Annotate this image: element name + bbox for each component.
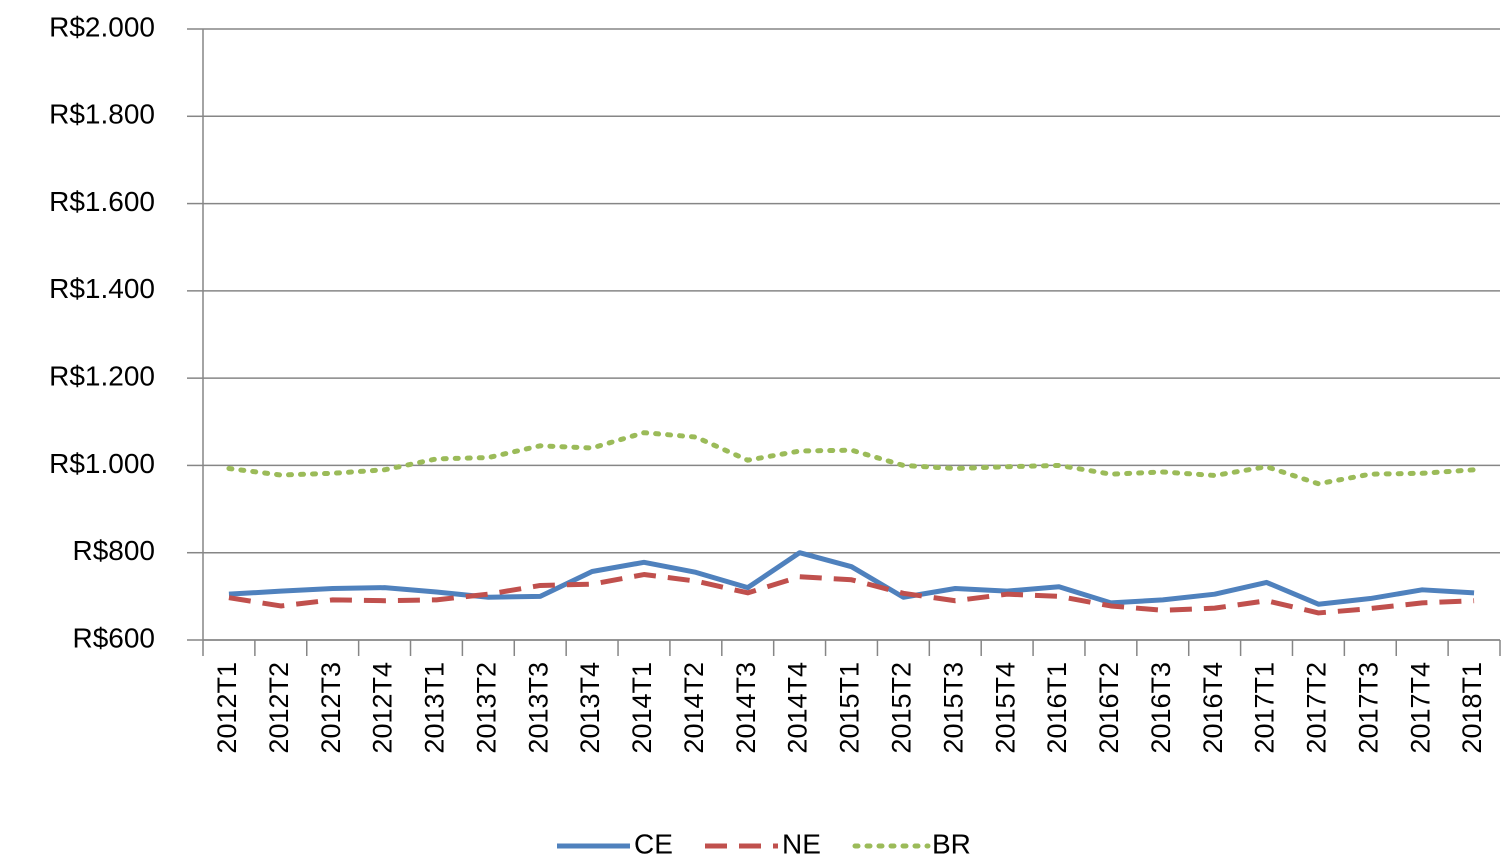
x-tick-label: 2015T1 [835, 662, 865, 754]
y-tick-label: R$1.800 [49, 99, 155, 130]
x-tick-label: 2017T3 [1353, 662, 1383, 754]
x-tick-label: 2012T4 [368, 662, 398, 754]
legend-label: BR [932, 828, 971, 859]
x-tick-label: 2017T4 [1405, 662, 1435, 754]
series-line [228, 550, 1475, 607]
x-tick-label: 2012T2 [264, 662, 294, 754]
x-tick-label: 2018T1 [1457, 662, 1487, 754]
x-tick-label: 2013T4 [575, 662, 605, 754]
x-tick-label: 2013T1 [420, 662, 450, 754]
x-tick-label: 2017T2 [1302, 662, 1332, 754]
y-tick-label: R$800 [72, 535, 155, 566]
x-tick-label: 2016T4 [1198, 662, 1228, 754]
y-tick-label: R$2.000 [49, 11, 155, 42]
series-line [228, 572, 1475, 616]
x-tick-label: 2016T1 [1042, 662, 1072, 754]
legend-label: CE [634, 828, 673, 859]
x-tick-label: 2014T1 [627, 662, 657, 754]
y-tick-label: R$1.600 [49, 186, 155, 217]
x-tick-label: 2012T3 [316, 662, 346, 754]
x-tick-label: 2015T3 [938, 662, 968, 754]
x-tick-label: 2014T3 [731, 662, 761, 754]
y-tick-label: R$600 [72, 622, 155, 653]
x-tick-label: 2016T2 [1094, 662, 1124, 754]
x-tick-label: 2014T4 [783, 662, 813, 754]
legend-label: NE [782, 828, 821, 859]
y-tick-label: R$1.400 [49, 273, 155, 304]
x-tick-label: 2017T1 [1250, 662, 1280, 754]
y-tick-label: R$1.200 [49, 361, 155, 392]
x-tick-label: 2015T4 [990, 662, 1020, 754]
x-tick-label: 2012T1 [212, 662, 242, 754]
x-tick-label: 2014T2 [679, 662, 709, 754]
y-tick-label: R$1.000 [49, 448, 155, 479]
x-tick-label: 2015T2 [887, 662, 917, 754]
x-tick-label: 2013T2 [471, 662, 501, 754]
series-line [226, 430, 1477, 487]
x-tick-label: 2016T3 [1146, 662, 1176, 754]
x-tick-label: 2013T3 [523, 662, 553, 754]
